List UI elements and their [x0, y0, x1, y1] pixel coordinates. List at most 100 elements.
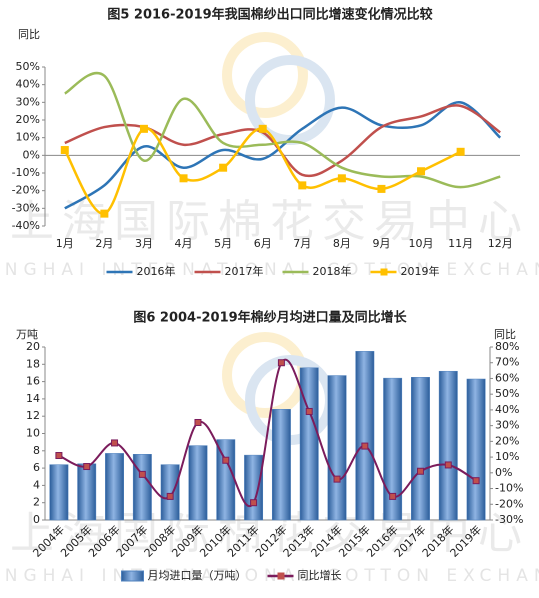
marker: [83, 463, 91, 471]
marker: [416, 467, 424, 475]
bar: [271, 409, 291, 521]
marker: [100, 209, 109, 218]
y-axis-label: 万吨: [16, 328, 38, 341]
y-tick-label: 20: [26, 340, 40, 353]
x-tick-label: 11月: [448, 237, 473, 250]
y-tick-label: 40%: [16, 78, 40, 91]
y-tick-label: 16: [26, 375, 40, 388]
legend-label: 2016年: [137, 264, 176, 278]
y2-tick-label: 80%: [495, 340, 519, 353]
y-tick-label: 10%: [16, 131, 40, 144]
y2-tick-label: 40%: [495, 403, 519, 416]
bar: [244, 454, 264, 521]
y2-tick-label: 60%: [495, 371, 519, 384]
marker: [456, 147, 465, 156]
y-tick-label: -10%: [12, 166, 40, 179]
legend-swatch: [121, 570, 144, 582]
y2-tick-label: 50%: [495, 387, 519, 400]
x-tick-label: 9月: [372, 237, 390, 250]
y-tick-label: 0%: [23, 148, 40, 161]
y-tick-label: 30%: [16, 95, 40, 108]
legend-label: 2018年: [313, 264, 352, 278]
x-tick-label: 3月: [135, 237, 153, 250]
y-tick-label: 2: [33, 496, 40, 509]
y2-tick-label: 0%: [495, 466, 512, 479]
line: [64, 101, 502, 210]
marker: [333, 475, 341, 483]
y-tick-label: 4: [33, 478, 40, 491]
line: [58, 358, 477, 507]
x-tick-label: 12月: [488, 237, 513, 250]
bar: [216, 439, 236, 521]
y2-axis-label: 同比: [494, 328, 516, 341]
bar: [77, 463, 97, 521]
legend-marker: [277, 572, 285, 580]
marker: [472, 477, 480, 485]
y-tick-label: -30%: [12, 201, 40, 214]
marker: [138, 470, 146, 478]
marker: [258, 124, 267, 133]
marker: [337, 174, 346, 183]
bar: [327, 375, 347, 521]
line: [63, 127, 462, 215]
legend-label: 2019年: [401, 264, 440, 278]
y-tick-label: 6: [33, 461, 40, 474]
marker: [444, 461, 452, 469]
bar: [105, 453, 124, 521]
marker: [60, 146, 69, 155]
bar: [188, 445, 208, 521]
bar: [411, 377, 430, 521]
marker: [194, 418, 202, 426]
marker: [305, 407, 313, 415]
y-tick-label: -20%: [12, 184, 40, 197]
bar: [160, 464, 180, 521]
marker: [179, 174, 188, 183]
marker: [361, 442, 369, 450]
y-tick-label: 50%: [16, 60, 40, 73]
y2-tick-label: -30%: [495, 513, 523, 526]
marker: [389, 492, 397, 500]
x-tick-label: 2月: [95, 237, 113, 250]
chart-title: 图5 2016-2019年我国棉纱出口同比增速变化情况比较: [107, 7, 432, 23]
y2-tick-label: 30%: [495, 419, 519, 432]
legend-label: 同比增长: [298, 568, 342, 582]
y-tick-label: 14: [26, 392, 40, 405]
line: [64, 72, 501, 189]
marker: [222, 456, 230, 464]
marker: [250, 499, 258, 507]
marker: [277, 359, 285, 367]
chart-title: 图6 2004-2019年棉纱月均进口量及同比增长: [133, 310, 407, 326]
y-tick-label: 20%: [16, 113, 40, 126]
x-tick-label: 4月: [175, 237, 193, 250]
watermark: 上海国际棉花交易中心: [10, 196, 530, 247]
bar: [132, 454, 152, 521]
marker: [55, 452, 63, 460]
y-tick-label: 8: [33, 444, 40, 457]
y-tick-label: 10: [26, 427, 40, 440]
bar: [299, 367, 319, 521]
y2-tick-label: 10%: [495, 450, 519, 463]
bar: [355, 351, 375, 521]
y2-tick-label: -10%: [495, 482, 523, 495]
y2-tick-label: 20%: [495, 434, 519, 447]
marker: [166, 492, 174, 500]
y-tick-label: 0: [33, 513, 40, 526]
x-tick-label: 6月: [254, 237, 272, 250]
watermark: SHANGHAI INTERNATIONAL COTTON EXCHANGE: [0, 260, 539, 280]
legend-marker: [380, 268, 388, 276]
bar: [383, 377, 403, 521]
y-axis-label: 同比: [18, 28, 40, 41]
legend-label: 月均进口量（万吨）: [148, 569, 247, 582]
x-tick-label: 8月: [333, 237, 351, 250]
marker: [377, 184, 386, 193]
x-tick-label: 7月: [293, 237, 311, 250]
x-tick-label: 1月: [56, 237, 74, 250]
y2-tick-label: -20%: [495, 497, 523, 510]
y2-tick-label: 70%: [495, 356, 519, 369]
marker: [139, 124, 148, 133]
y-tick-label: 18: [26, 357, 40, 370]
marker: [298, 181, 307, 190]
legend-label: 2017年: [225, 264, 264, 278]
marker: [219, 163, 228, 172]
